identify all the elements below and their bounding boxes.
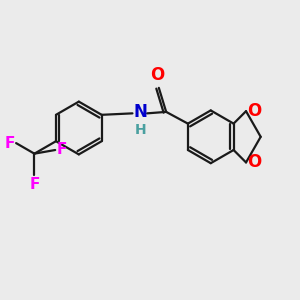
Text: N: N <box>134 103 148 121</box>
Text: F: F <box>57 142 67 158</box>
Text: F: F <box>4 136 15 151</box>
Text: F: F <box>29 177 40 192</box>
Text: O: O <box>248 153 262 171</box>
Text: O: O <box>248 102 262 120</box>
Text: O: O <box>150 66 164 84</box>
Text: H: H <box>135 123 146 137</box>
